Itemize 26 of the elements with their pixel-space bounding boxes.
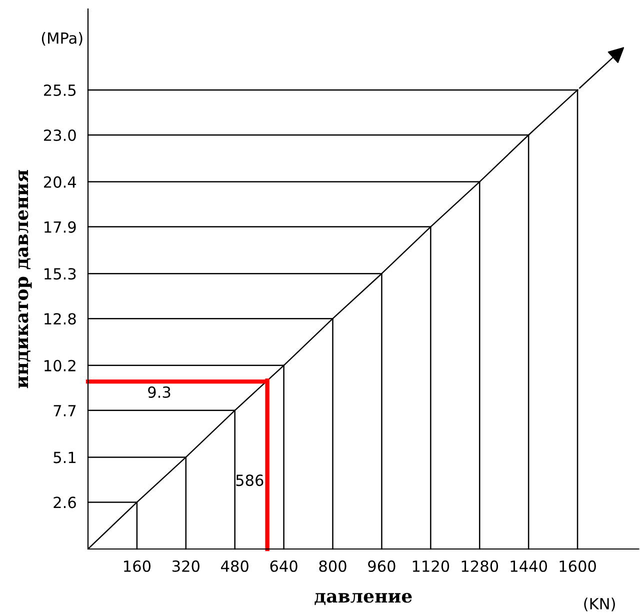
x-tick-label: 640 bbox=[270, 560, 298, 572]
x-axis-title: давление bbox=[314, 592, 412, 605]
y-tick-label: 20.4 bbox=[44, 176, 76, 188]
x-tick-label: 480 bbox=[221, 560, 248, 572]
y-tick-label: 23.0 bbox=[44, 129, 76, 142]
ref-line-label: 9.3 bbox=[148, 386, 170, 398]
x-tick-label: 1120 bbox=[412, 560, 450, 572]
x-tick-label: 1600 bbox=[560, 560, 596, 572]
y-tick-label: 15.3 bbox=[44, 268, 76, 280]
x-tick-label: 1280 bbox=[462, 560, 498, 572]
y-tick-label: 7.7 bbox=[54, 405, 76, 416]
text: (KN) bbox=[584, 598, 615, 612]
y-tick-label: 2.6 bbox=[54, 496, 76, 508]
x-tick-label: 960 bbox=[368, 560, 396, 572]
y-tick-label: 10.2 bbox=[44, 360, 76, 372]
text: (MPa) bbox=[42, 32, 82, 46]
x-tick-label: 1440 bbox=[510, 560, 547, 572]
y-tick-label: 25.5 bbox=[44, 84, 76, 96]
y-tick-label: 17.9 bbox=[44, 221, 76, 233]
ref-line-label: 586 bbox=[236, 474, 264, 486]
y-tick-label: 12.8 bbox=[44, 313, 76, 325]
x-tick-label: 160 bbox=[124, 560, 151, 572]
x-tick-label: 320 bbox=[172, 560, 200, 572]
y-tick-label: 5.1 bbox=[54, 452, 76, 464]
x-tick-label: 800 bbox=[319, 560, 346, 572]
y-axis-title: индикатор давления bbox=[18, 170, 32, 388]
